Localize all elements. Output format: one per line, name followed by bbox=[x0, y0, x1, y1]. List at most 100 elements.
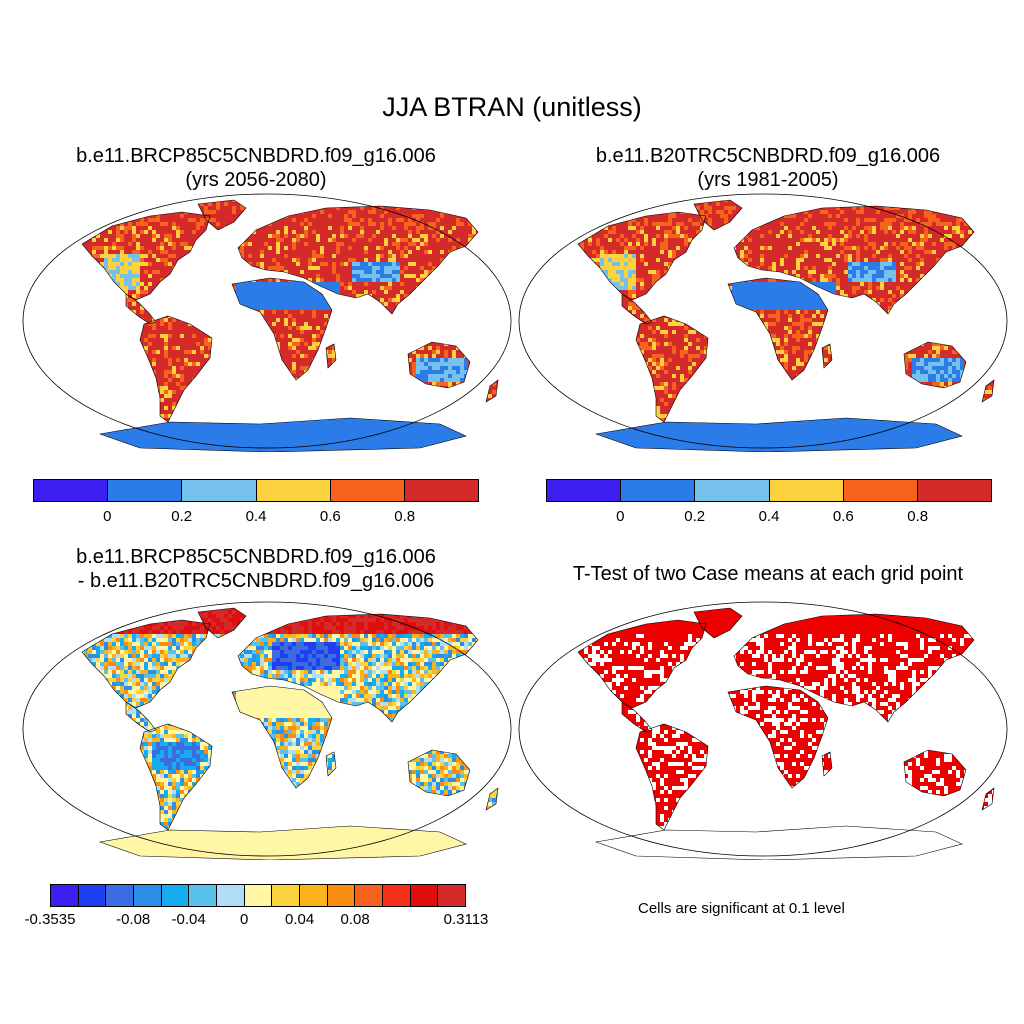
antarctica bbox=[594, 417, 963, 452]
colorbar-historical-labels: 0 0.2 0.4 0.6 0.8 bbox=[546, 508, 992, 528]
coastline-newZealand bbox=[485, 379, 499, 403]
coastline-centralAmerica bbox=[621, 701, 653, 733]
coastline-australia bbox=[407, 749, 471, 797]
colorbar-historical bbox=[546, 479, 992, 502]
colorbar-swatch bbox=[355, 885, 384, 906]
colorbar-swatch bbox=[78, 885, 107, 906]
coastline-australia bbox=[903, 341, 967, 389]
colorbar-tick-label: 0 bbox=[616, 508, 624, 525]
colorbar-swatch bbox=[182, 480, 257, 501]
colorbar-swatch bbox=[108, 480, 183, 501]
colorbar-tick-label: -0.08 bbox=[116, 911, 150, 928]
coastline-africa bbox=[727, 277, 829, 381]
panel-title-difference: b.e11.BRCP85C5CNBDRD.f09_g16.006 - b.e11… bbox=[0, 545, 512, 593]
colorbar-swatch bbox=[34, 480, 109, 501]
coastline-eurasia bbox=[733, 613, 975, 723]
colorbar-swatch bbox=[404, 480, 479, 501]
colorbar-swatch bbox=[917, 480, 992, 501]
antarctica bbox=[594, 825, 963, 860]
coastline-northAmerica bbox=[81, 619, 211, 709]
coastline-northAmerica bbox=[577, 619, 707, 709]
colorbar-swatch bbox=[327, 885, 356, 906]
panel-title-ttest-line1: T-Test of two Case means at each grid po… bbox=[512, 562, 1024, 586]
coastline-eurasia bbox=[733, 205, 975, 315]
colorbar-tick-label: 0.6 bbox=[320, 508, 341, 525]
coastline-madagascar bbox=[325, 751, 337, 777]
coastline-southAmerica bbox=[635, 315, 709, 423]
panel-title-difference-line1: b.e11.BRCP85C5CNBDRD.f09_g16.006 bbox=[0, 545, 512, 569]
map-historical bbox=[518, 193, 1008, 452]
colorbar-swatch bbox=[843, 480, 918, 501]
panel-title-future-line2: (yrs 2056-2080) bbox=[0, 168, 512, 192]
coastline-africa bbox=[231, 277, 333, 381]
colorbar-future-labels: 0 0.2 0.4 0.6 0.8 bbox=[33, 508, 479, 528]
colorbar-tick-label: 0.2 bbox=[684, 508, 705, 525]
map-ttest bbox=[518, 601, 1008, 860]
coastline-newZealand bbox=[485, 787, 499, 811]
colorbar-swatch bbox=[244, 885, 273, 906]
coastline-southAmerica bbox=[139, 315, 213, 423]
colorbar-swatch bbox=[106, 885, 135, 906]
colorbar-swatch bbox=[621, 480, 696, 501]
coastline-eurasia bbox=[237, 613, 479, 723]
map-future bbox=[22, 193, 512, 452]
coastline-madagascar bbox=[821, 751, 833, 777]
colorbar-difference-labels: -0.3535 -0.08 -0.04 0 0.04 0.08 0.3113 bbox=[25, 911, 489, 931]
colorbar-swatch bbox=[547, 480, 622, 501]
map-difference bbox=[22, 601, 512, 860]
coastline-australia bbox=[903, 749, 967, 797]
panel-title-future: b.e11.BRCP85C5CNBDRD.f09_g16.006 (yrs 20… bbox=[0, 144, 512, 192]
colorbar-swatch bbox=[134, 885, 162, 906]
colorbar-tick-label: 0.2 bbox=[171, 508, 192, 525]
coastline-australia bbox=[407, 341, 471, 389]
colorbar-tick-label: -0.04 bbox=[172, 911, 206, 928]
colorbar-swatch bbox=[383, 885, 411, 906]
panel-title-difference-line2: - b.e11.B20TRC5CNBDRD.f09_g16.006 bbox=[0, 569, 512, 593]
coastline-africa bbox=[231, 685, 333, 789]
colorbar-swatch bbox=[300, 885, 328, 906]
colorbar-swatch bbox=[438, 885, 466, 906]
coastline-centralAmerica bbox=[621, 293, 653, 325]
coastline-madagascar bbox=[325, 343, 337, 369]
map-border bbox=[518, 193, 1008, 449]
panel-title-ttest: T-Test of two Case means at each grid po… bbox=[512, 562, 1024, 586]
colorbar-future bbox=[33, 479, 479, 502]
colorbar-swatch bbox=[256, 480, 331, 501]
colorbar-tick-label: 0.4 bbox=[246, 508, 267, 525]
panel-title-historical-line2: (yrs 1981-2005) bbox=[512, 168, 1024, 192]
coastline-newZealand bbox=[981, 787, 995, 811]
colorbar-tick-label: 0.6 bbox=[833, 508, 854, 525]
coastline-greenland bbox=[693, 199, 743, 231]
coastline-southAmerica bbox=[635, 723, 709, 831]
coastline-newZealand bbox=[981, 379, 995, 403]
coastline-centralAmerica bbox=[125, 293, 157, 325]
map-border bbox=[518, 601, 1008, 857]
coastline-greenland bbox=[197, 607, 247, 639]
map-border bbox=[22, 193, 512, 449]
panel-title-historical: b.e11.B20TRC5CNBDRD.f09_g16.006 (yrs 198… bbox=[512, 144, 1024, 192]
coastline-northAmerica bbox=[81, 211, 211, 301]
coastline-northAmerica bbox=[577, 211, 707, 301]
coastline-greenland bbox=[197, 199, 247, 231]
panel-title-historical-line1: b.e11.B20TRC5CNBDRD.f09_g16.006 bbox=[512, 144, 1024, 168]
colorbar-tick-label: 0.4 bbox=[759, 508, 780, 525]
coastline-greenland bbox=[693, 607, 743, 639]
colorbar-swatch bbox=[769, 480, 844, 501]
coastline-madagascar bbox=[821, 343, 833, 369]
coastline-africa bbox=[727, 685, 829, 789]
significance-note: Cells are significant at 0.1 level bbox=[638, 900, 845, 917]
colorbar-swatch bbox=[695, 480, 770, 501]
antarctica bbox=[98, 825, 467, 860]
colorbar-tick-label: 0.8 bbox=[394, 508, 415, 525]
panel-title-future-line1: b.e11.BRCP85C5CNBDRD.f09_g16.006 bbox=[0, 144, 512, 168]
main-title: JJA BTRAN (unitless) bbox=[0, 92, 1024, 123]
coastline-eurasia bbox=[237, 205, 479, 315]
colorbar-swatch bbox=[330, 480, 405, 501]
colorbar-swatch bbox=[410, 885, 439, 906]
coastline-southAmerica bbox=[139, 723, 213, 831]
colorbar-tick-label: 0 bbox=[103, 508, 111, 525]
antarctica bbox=[98, 417, 467, 452]
colorbar-swatch bbox=[161, 885, 190, 906]
colorbar-tick-label: -0.3535 bbox=[25, 911, 76, 928]
colorbar-tick-label: 0.04 bbox=[285, 911, 314, 928]
